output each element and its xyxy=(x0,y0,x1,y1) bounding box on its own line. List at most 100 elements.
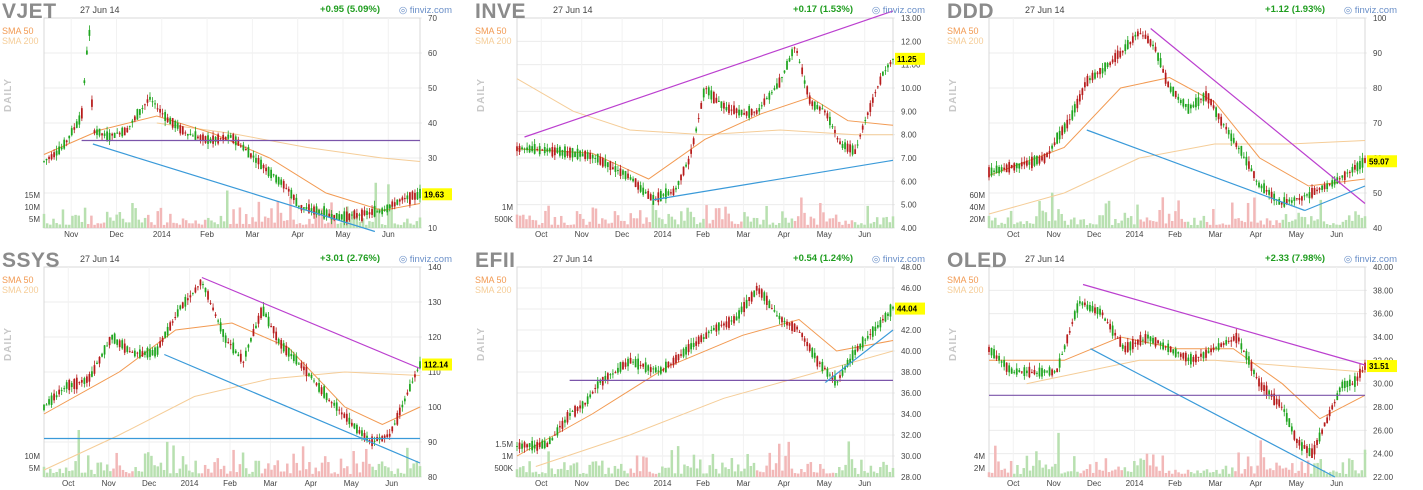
chart-panel-vjet[interactable]: 10203040506070NovDec2014FebMarAprMayJun5… xyxy=(0,0,460,240)
volume-bar xyxy=(790,468,794,477)
candle-body xyxy=(1010,368,1013,374)
candle-body xyxy=(596,153,599,163)
candle-body xyxy=(136,352,139,354)
candle-body xyxy=(523,148,526,150)
volume-bar xyxy=(412,463,415,477)
volume-bar xyxy=(1126,217,1130,228)
volume-bar xyxy=(1360,470,1364,477)
volume-bar xyxy=(869,223,873,228)
last-price-label: 11.25 xyxy=(897,55,917,64)
volume-bar xyxy=(1152,454,1155,477)
candle-body xyxy=(1195,354,1197,363)
candle-body xyxy=(1169,86,1172,92)
volume-bar xyxy=(365,448,368,477)
candle-body xyxy=(662,194,665,196)
candle-body xyxy=(1003,360,1006,367)
candle-body xyxy=(1051,369,1053,376)
volume-bar xyxy=(248,473,251,477)
volume-bar xyxy=(987,215,991,228)
candle-body xyxy=(1288,418,1291,427)
x-tick-label: May xyxy=(335,230,350,239)
candle-body xyxy=(414,374,416,378)
candle-body xyxy=(851,350,854,361)
volume-bar xyxy=(882,217,885,228)
candle-body xyxy=(350,422,353,426)
volume-bar xyxy=(1092,472,1095,477)
volume-bar xyxy=(620,220,623,228)
candle-body xyxy=(884,70,887,72)
candle-body xyxy=(543,440,546,449)
volume-bar xyxy=(604,219,607,228)
candle-body xyxy=(1104,62,1106,72)
candle-body xyxy=(753,290,756,297)
candle-body xyxy=(1301,196,1303,201)
volume-tick-label: 1.5M xyxy=(495,440,513,449)
candle-body xyxy=(1295,198,1298,200)
price-change: +0.54 (1.24%) xyxy=(793,253,853,264)
candle-body xyxy=(318,382,320,392)
candle-body xyxy=(1084,302,1086,306)
volume-bar xyxy=(349,473,352,477)
candle-body xyxy=(521,443,523,449)
chart-panel-inve[interactable]: 4.00 5.00 6.00 7.00 8.00 9.00 10.00 11.00 12.00 1… xyxy=(473,0,933,240)
volume-bar xyxy=(1013,224,1016,228)
candle-body xyxy=(186,134,189,136)
volume-bar xyxy=(1347,215,1351,228)
sma50-line xyxy=(989,336,1366,420)
last-price-marker xyxy=(895,52,925,65)
y-tick-label: 28.00 xyxy=(1373,403,1394,412)
last-price-marker xyxy=(895,302,925,315)
candle-body xyxy=(290,353,293,357)
volume-bar xyxy=(1022,468,1026,477)
y-tick-label: 12.00 xyxy=(901,37,922,46)
volume-bar xyxy=(336,223,340,228)
candle-body xyxy=(1278,198,1281,205)
candle-body xyxy=(1094,72,1096,79)
candle-body xyxy=(1212,105,1215,109)
volume-bar xyxy=(856,224,860,228)
candle-body xyxy=(533,444,536,449)
volume-bar xyxy=(566,470,569,477)
candle-body xyxy=(250,153,252,158)
candle-body xyxy=(1260,382,1263,391)
y-tick-label: 80 xyxy=(428,473,437,482)
candle-body xyxy=(677,181,680,186)
sma200-line xyxy=(156,122,421,162)
volume-tick-label: 1M xyxy=(502,203,513,212)
candle-body xyxy=(419,361,421,369)
chart-panel-ssys[interactable]: 80 90 100 110 120 130 140 Oct Nov Dec 2014 Feb Mar Ap… xyxy=(0,249,460,489)
candle-body xyxy=(403,198,406,200)
legend-sma50: SMA 50 xyxy=(947,26,979,36)
volume-bar xyxy=(298,223,302,228)
candle-body xyxy=(1268,189,1270,195)
volume-bar xyxy=(1205,221,1209,228)
candle-body xyxy=(1028,161,1031,165)
chart-panel-ddd[interactable]: 405060708090100OctNovDec2014FebMarAprMay… xyxy=(945,0,1405,240)
volume-bar xyxy=(162,224,166,228)
candle-body xyxy=(356,213,358,218)
volume-bar xyxy=(1360,217,1364,228)
candle-body xyxy=(1240,343,1243,350)
y-tick-label: 90 xyxy=(1373,49,1382,58)
candle-body xyxy=(758,288,761,294)
chart-svg: 4.005.006.007.008.009.0010.0011.0012.001… xyxy=(494,10,925,239)
candle-body xyxy=(192,292,194,294)
volume-bar xyxy=(819,203,822,228)
chart-panel-efii[interactable]: 28.00 30.00 32.00 34.00 36.00 38.00 40.00 42.00… xyxy=(473,249,933,489)
candle-body xyxy=(990,347,993,356)
candle-body xyxy=(313,206,315,215)
volume-bar xyxy=(112,468,115,477)
plot-border xyxy=(516,266,894,478)
x-tick-label: Oct xyxy=(1007,230,1020,239)
candle-body xyxy=(735,316,738,321)
volume-bar xyxy=(831,218,835,228)
candle-body xyxy=(144,351,146,355)
volume-bar xyxy=(1041,210,1044,228)
candle-body xyxy=(705,332,708,339)
volume-bar xyxy=(191,472,194,477)
candle-body xyxy=(192,135,194,137)
volume-bar xyxy=(1158,470,1161,477)
volume-bar xyxy=(96,223,99,228)
volume-bar xyxy=(159,207,163,228)
chart-panel-oled[interactable]: 22.0024.0026.0028.0030.0032.0034.0036.00… xyxy=(945,249,1405,489)
